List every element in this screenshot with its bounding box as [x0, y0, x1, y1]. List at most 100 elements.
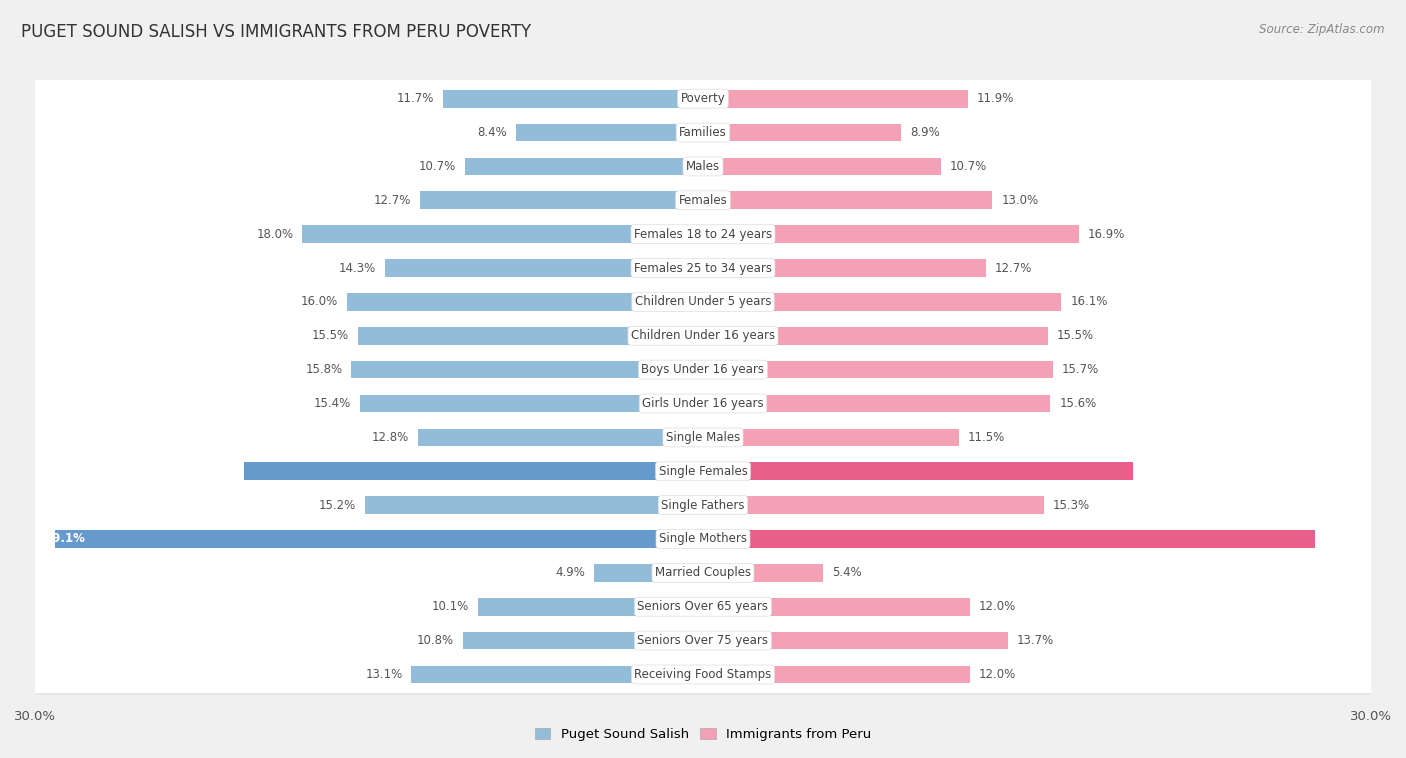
FancyBboxPatch shape — [32, 317, 1374, 356]
Text: 10.8%: 10.8% — [416, 634, 454, 647]
Bar — [703, 564, 823, 581]
Bar — [385, 259, 703, 277]
Text: 19.3%: 19.3% — [1322, 465, 1362, 478]
Bar — [420, 192, 703, 209]
FancyBboxPatch shape — [32, 656, 1374, 694]
Text: Children Under 5 years: Children Under 5 years — [634, 296, 772, 309]
FancyBboxPatch shape — [32, 520, 1374, 559]
FancyBboxPatch shape — [32, 418, 1374, 457]
FancyBboxPatch shape — [32, 453, 1374, 491]
Text: 14.3%: 14.3% — [339, 262, 375, 274]
FancyBboxPatch shape — [32, 487, 1374, 525]
Text: 13.7%: 13.7% — [1017, 634, 1054, 647]
Text: Females 18 to 24 years: Females 18 to 24 years — [634, 227, 772, 241]
FancyBboxPatch shape — [32, 114, 1374, 152]
Bar — [443, 90, 703, 108]
Text: 29.1%: 29.1% — [44, 532, 84, 546]
Bar — [359, 327, 703, 345]
FancyBboxPatch shape — [32, 622, 1374, 659]
FancyBboxPatch shape — [32, 283, 1374, 321]
Bar — [703, 327, 1047, 345]
FancyBboxPatch shape — [32, 587, 1374, 625]
Bar — [55, 530, 703, 548]
Bar — [593, 564, 703, 581]
Text: 12.7%: 12.7% — [994, 262, 1032, 274]
Text: Married Couples: Married Couples — [655, 566, 751, 579]
Bar — [463, 631, 703, 650]
FancyBboxPatch shape — [32, 80, 1374, 117]
Text: Receiving Food Stamps: Receiving Food Stamps — [634, 668, 772, 681]
FancyBboxPatch shape — [32, 283, 1374, 322]
Text: 8.4%: 8.4% — [478, 126, 508, 139]
Text: Single Females: Single Females — [658, 465, 748, 478]
Bar — [245, 462, 703, 480]
Bar — [703, 530, 1315, 548]
Bar — [703, 225, 1080, 243]
Bar — [360, 395, 703, 412]
Bar — [703, 428, 959, 446]
FancyBboxPatch shape — [32, 181, 1374, 219]
Text: 10.1%: 10.1% — [432, 600, 470, 613]
Bar — [703, 124, 901, 142]
Bar — [703, 293, 1062, 311]
FancyBboxPatch shape — [32, 114, 1374, 152]
Text: Poverty: Poverty — [681, 92, 725, 105]
Text: Single Males: Single Males — [666, 431, 740, 444]
FancyBboxPatch shape — [32, 453, 1374, 490]
Bar — [703, 395, 1050, 412]
Text: Families: Families — [679, 126, 727, 139]
Bar — [703, 192, 993, 209]
Bar — [703, 158, 941, 175]
Bar — [703, 462, 1133, 480]
FancyBboxPatch shape — [32, 351, 1374, 390]
Text: 20.6%: 20.6% — [44, 465, 84, 478]
FancyBboxPatch shape — [32, 554, 1374, 592]
Text: Males: Males — [686, 160, 720, 173]
Text: Children Under 16 years: Children Under 16 years — [631, 329, 775, 343]
Text: 15.5%: 15.5% — [312, 329, 349, 343]
FancyBboxPatch shape — [32, 215, 1374, 254]
Text: 12.0%: 12.0% — [979, 668, 1017, 681]
Bar — [703, 361, 1053, 378]
FancyBboxPatch shape — [32, 622, 1374, 660]
Bar — [302, 225, 703, 243]
Text: 10.7%: 10.7% — [950, 160, 987, 173]
Text: 16.9%: 16.9% — [1088, 227, 1125, 241]
FancyBboxPatch shape — [32, 80, 1374, 119]
FancyBboxPatch shape — [32, 588, 1374, 627]
Legend: Puget Sound Salish, Immigrants from Peru: Puget Sound Salish, Immigrants from Peru — [530, 722, 876, 746]
FancyBboxPatch shape — [32, 317, 1374, 355]
FancyBboxPatch shape — [32, 148, 1374, 186]
Bar — [364, 496, 703, 514]
Text: 15.4%: 15.4% — [314, 397, 352, 410]
Text: 13.1%: 13.1% — [366, 668, 402, 681]
Text: 5.4%: 5.4% — [832, 566, 862, 579]
Text: 12.7%: 12.7% — [374, 194, 412, 207]
Text: 11.7%: 11.7% — [396, 92, 433, 105]
Text: Seniors Over 75 years: Seniors Over 75 years — [637, 634, 769, 647]
Text: PUGET SOUND SALISH VS IMMIGRANTS FROM PERU POVERTY: PUGET SOUND SALISH VS IMMIGRANTS FROM PE… — [21, 23, 531, 41]
Bar — [418, 428, 703, 446]
Text: 15.5%: 15.5% — [1057, 329, 1094, 343]
FancyBboxPatch shape — [32, 148, 1374, 186]
Bar — [352, 361, 703, 378]
FancyBboxPatch shape — [32, 249, 1374, 287]
Text: 15.3%: 15.3% — [1053, 499, 1090, 512]
Bar — [703, 598, 970, 615]
Bar — [703, 496, 1043, 514]
Text: 11.5%: 11.5% — [967, 431, 1005, 444]
FancyBboxPatch shape — [32, 656, 1374, 694]
Text: Girls Under 16 years: Girls Under 16 years — [643, 397, 763, 410]
Text: Source: ZipAtlas.com: Source: ZipAtlas.com — [1260, 23, 1385, 36]
Text: Females: Females — [679, 194, 727, 207]
Bar — [347, 293, 703, 311]
Text: 15.7%: 15.7% — [1062, 363, 1098, 376]
Text: 12.0%: 12.0% — [979, 600, 1017, 613]
Text: 27.5%: 27.5% — [1322, 532, 1362, 546]
FancyBboxPatch shape — [32, 418, 1374, 456]
Text: Females 25 to 34 years: Females 25 to 34 years — [634, 262, 772, 274]
Text: Seniors Over 65 years: Seniors Over 65 years — [637, 600, 769, 613]
Bar — [412, 666, 703, 683]
FancyBboxPatch shape — [32, 384, 1374, 422]
Bar — [703, 259, 986, 277]
